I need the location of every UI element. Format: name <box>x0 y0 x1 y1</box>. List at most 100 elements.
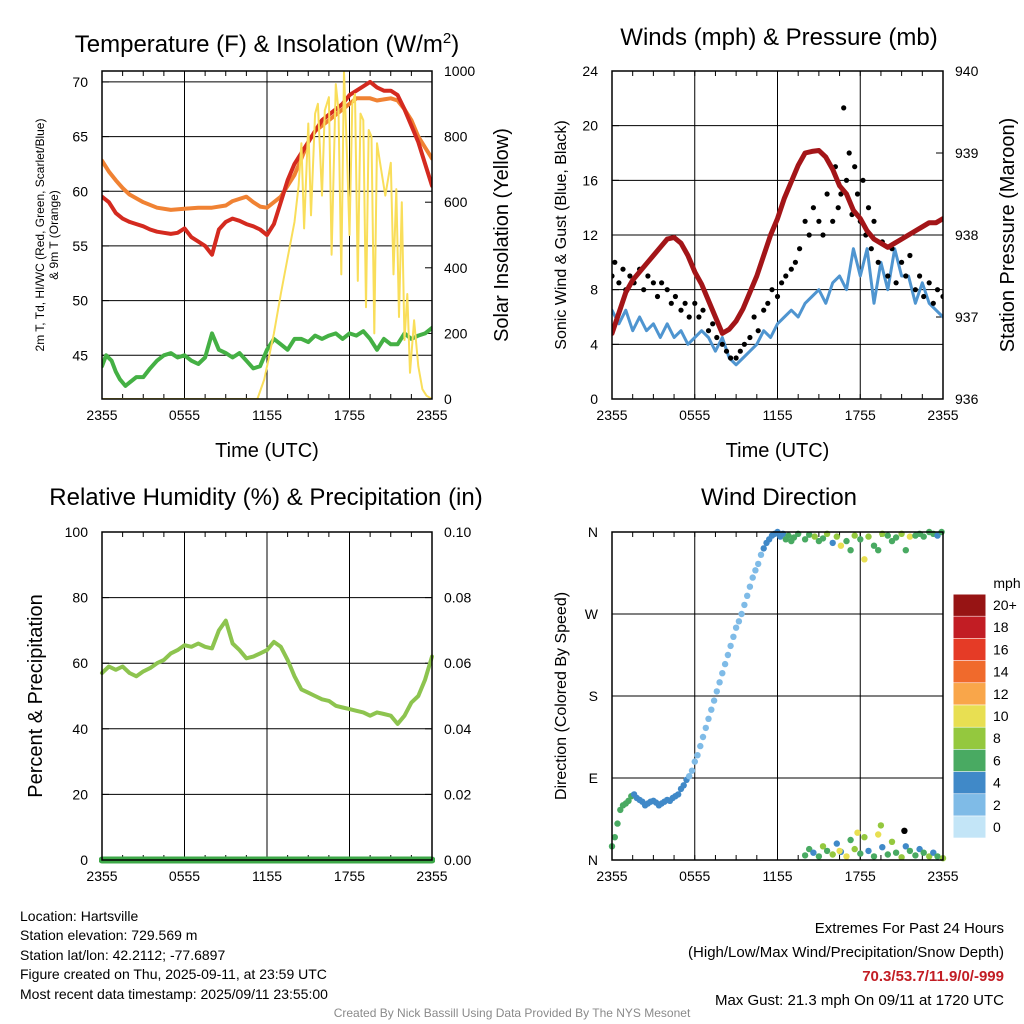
gust-point <box>917 273 923 279</box>
direction-point <box>741 601 748 609</box>
direction-point <box>746 583 754 590</box>
gust-point <box>741 341 748 347</box>
direction-point <box>847 547 854 554</box>
direction-point <box>898 854 905 861</box>
direction-point <box>823 847 831 855</box>
direction-point <box>785 532 792 539</box>
gust-point <box>737 348 743 354</box>
speed-legend: mph 20+ 18 16 14 12 10 8 6 4 2 0 <box>952 575 1021 839</box>
x-axis-title: Time (UTC) <box>726 440 830 462</box>
direction-point <box>870 853 878 860</box>
legend-swatch <box>952 815 987 839</box>
direction-point <box>815 853 823 860</box>
gust-point <box>830 218 836 224</box>
gust-point <box>728 355 734 361</box>
gust-point <box>769 287 775 293</box>
direction-point <box>877 822 885 829</box>
direction-point <box>727 642 734 650</box>
y2-tick-label: 0.00 <box>444 852 471 868</box>
gust-point <box>806 232 812 238</box>
x-tick-label: 0555 <box>679 868 710 884</box>
x-tick-label: 0555 <box>679 407 710 423</box>
plot-border <box>101 70 433 400</box>
direction-point <box>875 547 882 554</box>
legend-swatch <box>952 682 987 706</box>
gust-point <box>802 218 808 224</box>
y2-tick-label: 0 <box>444 391 452 407</box>
gust-point <box>843 177 850 183</box>
x-tick-label: 2355 <box>416 407 447 423</box>
extremes-info: Extremes For Past 24 Hours (High/Low/Max… <box>688 917 1004 1013</box>
legend-label: 2 <box>993 797 1001 813</box>
direction-point <box>884 532 891 539</box>
y2-tick-label: 0.02 <box>444 786 471 802</box>
y-tick-label: 55 <box>72 238 88 254</box>
legend-swatch <box>952 638 987 661</box>
gust-point <box>852 164 858 170</box>
legend-label: 12 <box>993 686 1009 702</box>
gust-point <box>875 259 881 265</box>
direction-point <box>752 567 759 574</box>
direction-point <box>611 834 618 841</box>
chart-winds: 2355 0555 1155 1755 235504812162024936937938… <box>553 24 1019 462</box>
direction-point <box>888 838 896 845</box>
gust-point <box>700 307 706 313</box>
y2-tick-label: 0.08 <box>444 590 471 606</box>
y-tick-label: S <box>589 688 598 704</box>
insolation-line <box>102 71 432 399</box>
gust-point <box>747 334 753 341</box>
direction-point <box>735 618 743 625</box>
direction-point <box>755 560 762 568</box>
credit-line: Created By Nick Bassill Using Data Provi… <box>333 1006 691 1020</box>
direction-point <box>749 574 756 581</box>
gust-point <box>926 280 932 286</box>
y2-tick-label: 200 <box>444 325 468 341</box>
direction-point <box>879 844 886 851</box>
gust-point <box>664 287 670 293</box>
max-gust-label: Max Gust: 21.3 mph On 09/11 at 1720 UTC <box>714 992 1004 1009</box>
gust-point <box>774 293 781 300</box>
gust-point <box>820 232 826 238</box>
gust-point <box>696 314 702 320</box>
legend-label: 14 <box>993 664 1009 680</box>
x-tick-label: 1755 <box>845 407 876 423</box>
y-axis-title: Percent & Precipitation <box>25 594 47 797</box>
y-tick-label: 100 <box>65 524 89 540</box>
y-tick-label: 60 <box>72 655 88 671</box>
gust-point <box>765 300 771 306</box>
direction-point <box>926 853 933 860</box>
humidity-line <box>100 618 434 726</box>
direction-point <box>851 532 858 539</box>
direction-point <box>810 849 817 856</box>
direction-point <box>920 849 927 856</box>
legend-title: mph <box>993 575 1020 591</box>
latlon-label: Station lat/lon: 42.2112; -77.6897 <box>20 946 226 963</box>
gust-point <box>641 287 647 293</box>
direction-point <box>920 533 927 540</box>
gust-point <box>824 191 830 197</box>
direction-point <box>934 853 941 860</box>
legend-label: 16 <box>993 641 1009 657</box>
legend-swatch <box>952 660 987 684</box>
station-info: Location: Hartsville Station elevation: … <box>20 907 328 1004</box>
direction-point <box>680 782 687 789</box>
direction-point <box>875 831 882 838</box>
gust-point <box>682 300 688 306</box>
direction-point <box>708 706 715 713</box>
gust-point <box>714 334 720 341</box>
gust-point <box>846 150 852 156</box>
legend-label: 6 <box>993 752 1001 768</box>
direction-point <box>870 542 878 549</box>
y2-tick-label: 0.06 <box>444 655 471 671</box>
y2-tick-label: 939 <box>955 145 979 161</box>
y2-tick-label: 800 <box>444 129 468 145</box>
y-tick-label: 4 <box>590 336 598 352</box>
y2-tick-label: 940 <box>955 63 979 79</box>
direction-point <box>819 843 827 850</box>
y-tick-label: N <box>588 852 598 868</box>
y-axis-title: Direction (Colored By Speed) <box>553 592 570 800</box>
wind-line <box>612 247 943 367</box>
direction-point <box>865 533 872 540</box>
gust-point <box>930 300 936 306</box>
chart-title: Winds (mph) & Pressure (mb) <box>620 24 937 51</box>
